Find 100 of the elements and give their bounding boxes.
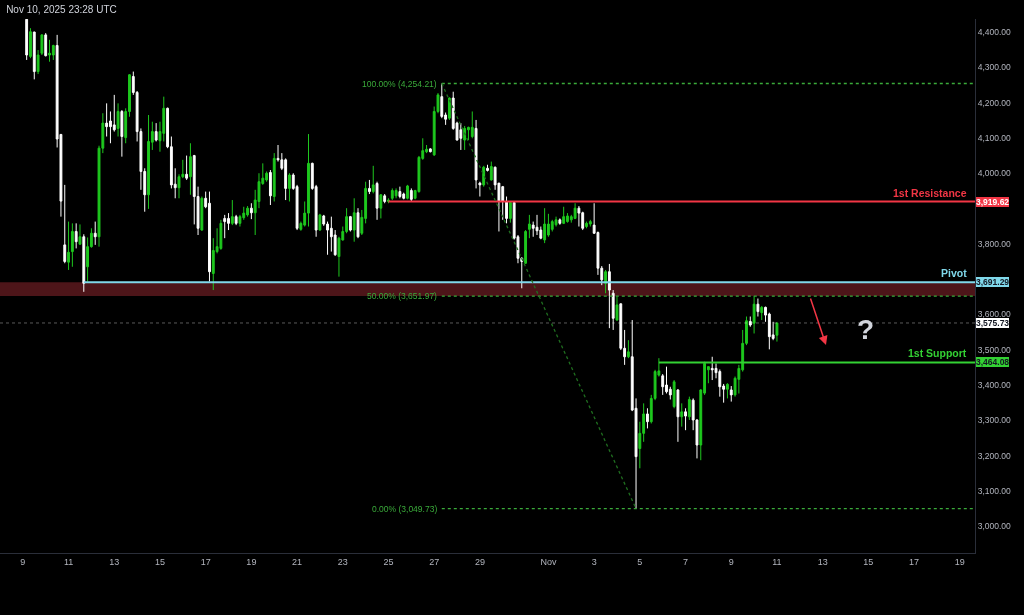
candlestick [25,19,29,61]
y-tick-label: 4,200.00 [977,97,1012,108]
candlestick [185,155,189,181]
candlestick [756,298,760,318]
candlestick [288,172,291,202]
x-tick-label: 21 [292,556,303,567]
candlestick [577,205,581,228]
x-tick-label: Nov [540,556,557,567]
candlestick [607,263,611,329]
candlestick [371,165,375,194]
candlestick [508,200,512,224]
candlestick [200,196,204,232]
candlestick [558,217,562,226]
candlestick [147,114,150,210]
candlestick [223,214,227,239]
candlestick [680,402,684,428]
data-label: 3,919.62 [976,197,1010,207]
candlestick [32,31,36,80]
series-label: 1st Resistance [893,187,967,199]
y-tick-label: 3,800.00 [977,238,1012,249]
candlestick [554,216,558,228]
candlestick [626,339,630,359]
candlestick [318,213,322,232]
candlestick [573,202,577,220]
candlestick [726,382,729,399]
y-tick-label: 3,200.00 [977,450,1012,461]
annotation: ? [857,314,875,345]
x-tick-label: 17 [909,556,920,567]
candlestick [459,122,463,151]
candlestick [379,193,383,219]
candlestick [748,316,752,328]
candlestick [482,165,486,188]
x-tick-label: 3 [591,556,597,567]
candlestick [230,199,234,226]
candlestick [307,133,310,228]
candlestick [646,407,649,429]
x-tick-label: 9 [728,556,734,567]
candlestick [611,289,615,331]
candlestick [760,305,764,321]
candlestick [710,356,714,381]
candlestick [470,110,474,139]
ref-line-label: 3,575.73 [976,318,1010,328]
candlestick [352,197,356,243]
series-label: 50.00% (3,651.97) [367,291,438,301]
candlestick [383,193,387,204]
x-tick-label: 29 [474,556,485,567]
series-label: Pivot [941,267,968,279]
x-tick-label: 11 [772,556,782,567]
series-label: 1st Support [908,347,967,359]
candlestick [208,191,211,283]
y-tick-label: 3,300.00 [977,415,1012,426]
candlestick [535,214,539,236]
x-tick-label: 5 [637,556,643,567]
candlestick [268,169,272,206]
candlestick [398,186,402,199]
candlestick [67,221,70,271]
candlestick [527,214,531,239]
candlestick [375,181,379,221]
series-label: 100.00% (4,254.21) [362,79,437,89]
x-tick-label: 25 [383,556,394,567]
candlestick [246,205,249,218]
x-tick-label: 17 [200,556,211,567]
y-tick-label: 3,600.00 [977,309,1012,320]
candlestick [447,96,451,121]
candlestick [234,214,238,226]
x-tick-label: 23 [337,556,348,567]
x-tick-label: 19 [954,556,965,567]
candlestick [729,385,733,403]
y-tick-label: 4,100.00 [977,132,1012,143]
x-tick-label: 19 [246,556,257,567]
candlestick [368,179,371,195]
y-tick-label: 3,400.00 [977,379,1012,390]
x-tick-label: 11 [63,556,74,567]
candlestick [775,322,779,343]
candlestick [120,109,124,158]
candlestick [524,229,528,265]
candlestick [615,296,619,322]
candlestick [406,184,409,200]
x-tick-label: 27 [429,556,440,567]
candlestick [489,161,493,182]
data-label: 3,691.29 [976,277,1010,287]
x-tick-label: 7 [683,556,689,567]
y-tick-label: 4,000.00 [977,168,1012,179]
candlestick [687,396,691,421]
candlestick [189,142,192,196]
candlestick [543,207,547,244]
candlestick [219,219,223,251]
y-tick-label: 3,100.00 [977,485,1012,496]
candlestick [284,157,288,201]
candlestick [486,164,489,172]
candlestick [78,223,82,246]
candlestick [585,221,588,229]
candlestick [348,215,352,232]
candlestick [70,222,74,268]
y-tick-label: 4,400.00 [977,27,1012,38]
candlestick [684,407,687,431]
series-label: 0.00% (3,049.73) [372,504,438,514]
candlestick [752,295,756,334]
candlestick [409,187,413,202]
candlestick [48,39,51,63]
